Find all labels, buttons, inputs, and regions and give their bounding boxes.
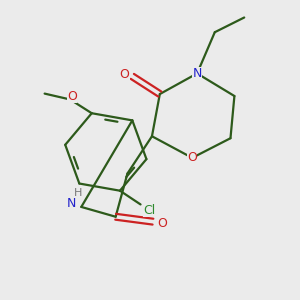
Text: O: O [187, 152, 197, 164]
Text: Cl: Cl [143, 204, 155, 217]
Text: H: H [74, 188, 82, 198]
Text: N: N [192, 67, 202, 80]
Text: O: O [157, 217, 167, 230]
Text: N: N [67, 197, 76, 211]
Text: O: O [67, 90, 77, 103]
Text: O: O [119, 68, 129, 81]
